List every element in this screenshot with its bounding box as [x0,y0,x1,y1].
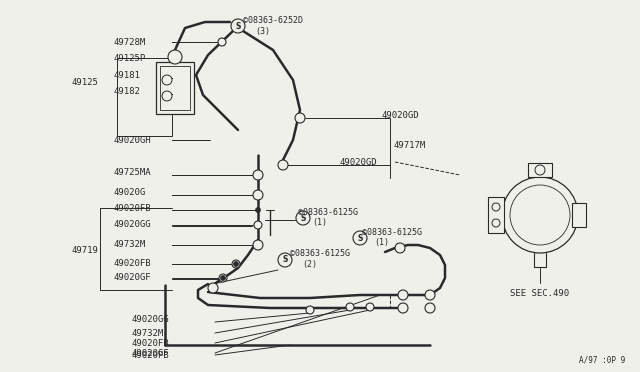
Text: 49020GD: 49020GD [340,157,378,167]
Text: ©08363-6125G: ©08363-6125G [298,208,358,217]
Text: 49719: 49719 [72,246,99,254]
Circle shape [255,208,260,212]
Circle shape [253,240,263,250]
Text: 49020FB: 49020FB [132,350,170,359]
Text: SEE SEC.490: SEE SEC.490 [511,289,570,298]
Bar [528,163,552,177]
Text: 49020GD: 49020GD [382,110,420,119]
Circle shape [306,306,314,314]
Text: 49020G: 49020G [114,187,147,196]
Circle shape [168,50,182,64]
Circle shape [346,303,354,311]
Text: (1): (1) [312,218,327,227]
Circle shape [295,113,305,123]
Text: (1): (1) [374,237,389,247]
Text: S: S [357,234,363,243]
Text: ©08363-6252D: ©08363-6252D [243,16,303,25]
Text: ©08363-6125G: ©08363-6125G [362,228,422,237]
Circle shape [221,276,225,280]
Circle shape [395,243,405,253]
Circle shape [398,303,408,313]
Circle shape [535,165,545,175]
Circle shape [425,303,435,313]
Text: 49182: 49182 [114,87,141,96]
Text: 49020FB: 49020FB [114,203,152,212]
Circle shape [253,170,263,180]
Text: 49020FB: 49020FB [114,259,152,267]
Bar [117,58,172,136]
Circle shape [366,303,374,311]
Circle shape [492,203,500,211]
Circle shape [278,160,288,170]
Circle shape [218,38,226,46]
Circle shape [502,177,578,253]
Text: 49125: 49125 [72,77,99,87]
Bar [572,203,586,227]
Text: 49020GF: 49020GF [132,349,170,357]
Text: S: S [282,256,288,264]
Circle shape [296,211,310,225]
Text: ©08363-6125G: ©08363-6125G [290,250,350,259]
Text: 49020FB: 49020FB [132,339,170,347]
Bar [160,66,190,110]
Circle shape [278,253,292,267]
Text: 49020GG: 49020GG [132,315,170,324]
Circle shape [234,262,239,266]
Text: 49732M: 49732M [132,328,164,337]
Circle shape [219,274,227,282]
Text: 49728M: 49728M [114,38,147,46]
Text: 49125P: 49125P [114,54,147,62]
Circle shape [162,91,172,101]
Text: 49020GG: 49020GG [114,219,152,228]
Bar [156,62,194,114]
Circle shape [208,283,218,293]
Text: 49181: 49181 [114,71,141,80]
Text: 49732M: 49732M [114,240,147,248]
Text: 49020GH: 49020GH [114,135,152,144]
Circle shape [353,231,367,245]
Text: S: S [300,214,306,222]
Text: (2): (2) [302,260,317,269]
Bar [488,197,504,233]
Text: 49020GF: 49020GF [114,273,152,282]
Circle shape [425,290,435,300]
Circle shape [231,19,245,33]
Text: 49717M: 49717M [393,141,425,150]
Circle shape [398,290,408,300]
Circle shape [232,260,240,268]
Circle shape [254,221,262,229]
Text: A/97 :0P 9: A/97 :0P 9 [579,356,625,365]
Text: 49725MA: 49725MA [114,167,152,176]
Circle shape [492,219,500,227]
Text: (3): (3) [255,26,270,35]
Circle shape [162,75,172,85]
Circle shape [253,190,263,200]
Text: S: S [236,22,241,31]
